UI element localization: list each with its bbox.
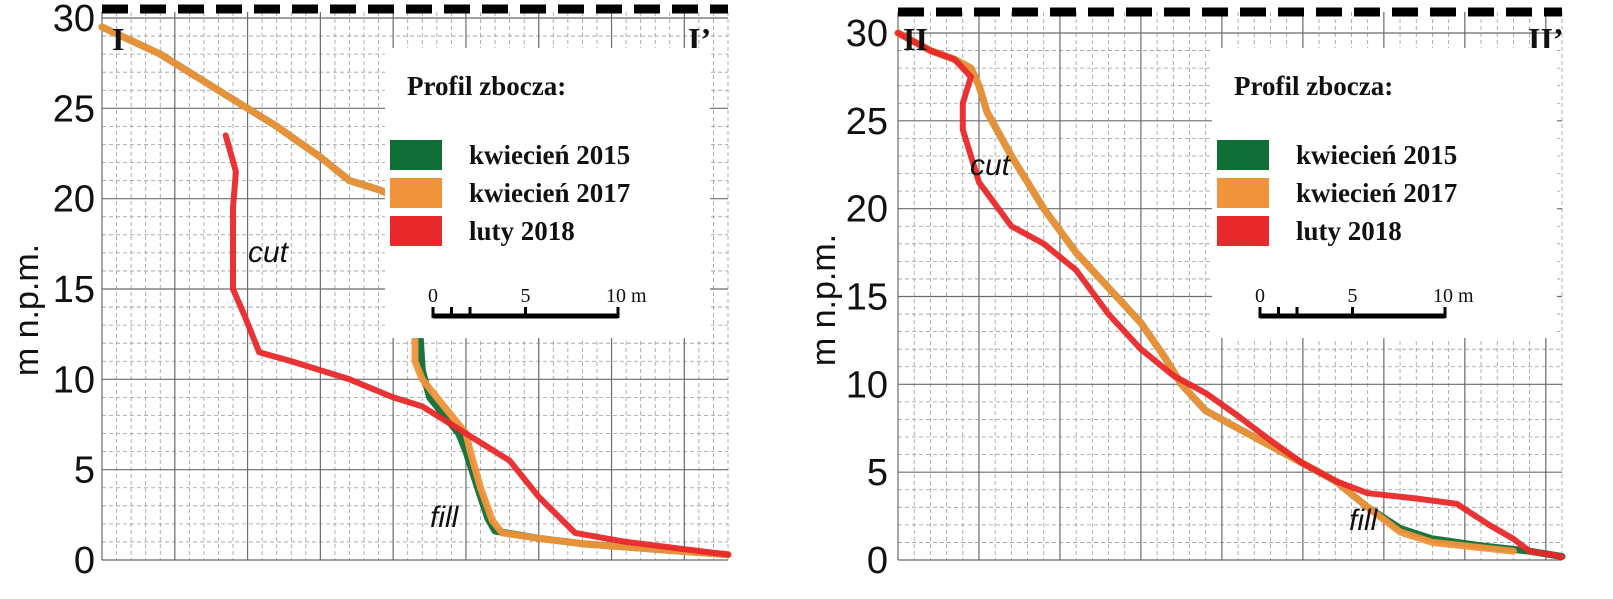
annotation-cut: cut bbox=[248, 236, 290, 269]
scale-label: 10 m bbox=[606, 285, 647, 307]
legend-label: luty 2018 bbox=[469, 216, 575, 246]
scale-label: 5 bbox=[521, 285, 531, 307]
y-axis-label: m n.p.m. bbox=[805, 234, 843, 366]
legend-swatch bbox=[1217, 178, 1269, 208]
scale-label: 0 bbox=[1255, 285, 1265, 307]
y-tick-label: 25 bbox=[846, 101, 888, 143]
series-group bbox=[894, 29, 1566, 560]
legend: Profil zbocza: kwiecień 2015 kwiecień 2017… bbox=[1212, 48, 1557, 338]
legend-label: luty 2018 bbox=[1296, 216, 1402, 246]
scale-label: 10 m bbox=[1433, 285, 1474, 307]
y-tick-label: 15 bbox=[53, 269, 95, 311]
series-line-2018 bbox=[222, 132, 731, 558]
legend-label: kwiecień 2017 bbox=[469, 178, 630, 208]
legend-label: kwiecień 2015 bbox=[1296, 140, 1457, 170]
y-tick-label: 25 bbox=[53, 88, 95, 130]
legend-title: Profil zbocza: bbox=[407, 71, 566, 101]
series-line-2018 bbox=[895, 30, 1565, 560]
y-tick-label: 20 bbox=[53, 179, 95, 221]
legend-swatch bbox=[390, 178, 442, 208]
legend-background bbox=[1212, 48, 1557, 338]
y-tick-label: 0 bbox=[867, 540, 888, 582]
y-tick-label: 5 bbox=[867, 452, 888, 494]
annotation-fill: fill bbox=[430, 501, 460, 534]
series-line-2017 bbox=[98, 23, 732, 559]
legend-swatch bbox=[390, 216, 442, 246]
annotation-fill: fill bbox=[1349, 504, 1379, 537]
y-tick-label: 0 bbox=[74, 540, 95, 582]
scale-label: 0 bbox=[428, 285, 438, 307]
y-axis-label: m n.p.m. bbox=[8, 244, 46, 376]
y-tick-label: 10 bbox=[53, 359, 95, 401]
legend-swatch bbox=[390, 140, 442, 170]
y-tick-label: 10 bbox=[846, 364, 888, 406]
legend-label: kwiecień 2015 bbox=[469, 140, 630, 170]
section-start-label: I bbox=[112, 21, 124, 57]
section-start-label: II bbox=[903, 21, 928, 57]
annotation-cut: cut bbox=[970, 149, 1012, 182]
y-tick-label: 15 bbox=[846, 277, 888, 319]
legend-label: kwiecień 2017 bbox=[1296, 178, 1457, 208]
legend: Profil zbocza: kwiecień 2015 kwiecień 2017… bbox=[385, 48, 710, 338]
legend-title: Profil zbocza: bbox=[1234, 71, 1393, 101]
legend-swatch bbox=[1217, 140, 1269, 170]
legend-swatch bbox=[1217, 216, 1269, 246]
scale-bar: 0 5 10 m bbox=[1255, 285, 1474, 319]
scale-bar: 0 5 10 m bbox=[428, 285, 647, 319]
y-tick-label: 20 bbox=[846, 189, 888, 231]
y-tick-label: 5 bbox=[74, 450, 95, 492]
series-line-2017 bbox=[894, 29, 1517, 555]
scale-label: 5 bbox=[1348, 285, 1358, 307]
y-tick-label: 30 bbox=[53, 0, 95, 40]
y-tick-label: 30 bbox=[846, 13, 888, 55]
